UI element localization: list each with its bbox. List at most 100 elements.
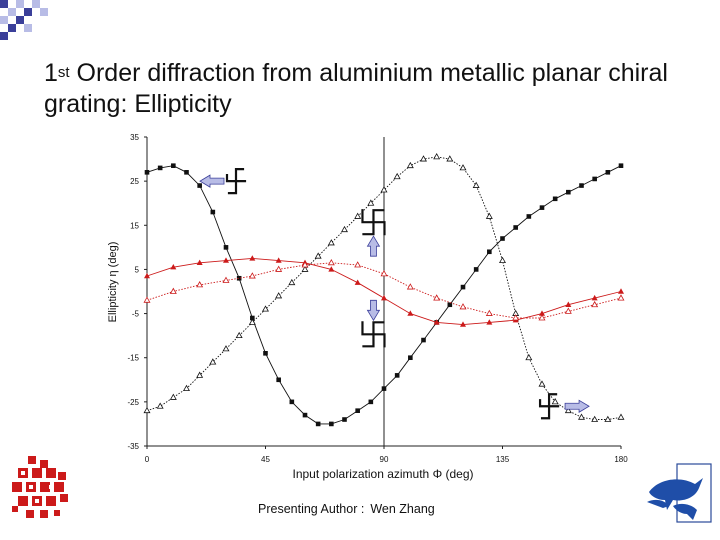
- data-point: [289, 399, 295, 405]
- data-point: [433, 294, 441, 301]
- data-point: [421, 337, 426, 343]
- data-point: [171, 163, 176, 168]
- data-point: [459, 303, 467, 310]
- data-point: [222, 345, 230, 352]
- data-point: [354, 279, 361, 285]
- data-point: [500, 236, 505, 241]
- data-point: [512, 314, 520, 321]
- data-point: [143, 296, 151, 303]
- series-1: [144, 163, 624, 427]
- annotation-arrow-down: [361, 299, 386, 348]
- data-point: [143, 406, 151, 414]
- data-point: [513, 225, 518, 230]
- series-4: [143, 258, 625, 321]
- data-point: [327, 258, 335, 266]
- data-point: [459, 164, 467, 171]
- chart-annotations: [199, 168, 590, 420]
- data-point: [485, 309, 493, 316]
- data-point: [248, 318, 256, 325]
- data-point: [408, 355, 413, 361]
- data-point: [156, 402, 164, 409]
- data-point: [249, 255, 256, 261]
- data-point: [381, 294, 387, 301]
- data-point: [276, 377, 281, 383]
- chiral-motif-icon: [538, 393, 560, 420]
- data-point: [222, 276, 230, 283]
- data-point: [196, 371, 204, 378]
- data-point: [565, 301, 572, 307]
- data-point: [499, 256, 506, 264]
- data-point: [564, 406, 572, 414]
- data-point: [354, 261, 362, 268]
- annotation-arrow-left: [199, 168, 247, 195]
- data-point: [169, 393, 177, 400]
- data-point: [275, 265, 283, 272]
- data-point: [342, 417, 347, 422]
- data-point: [460, 284, 466, 290]
- data-point: [539, 310, 545, 316]
- data-point: [250, 315, 255, 321]
- data-point: [144, 170, 150, 175]
- data-point: [144, 272, 150, 279]
- data-point: [381, 386, 387, 391]
- chiral-motif-icon: [361, 209, 386, 236]
- data-point: [157, 165, 163, 171]
- data-point: [248, 272, 256, 279]
- y-tick-label: 15: [130, 221, 139, 230]
- data-point: [170, 264, 177, 270]
- data-point: [551, 398, 559, 405]
- data-point: [420, 155, 427, 162]
- data-point: [538, 314, 546, 321]
- data-point: [433, 153, 441, 160]
- data-point: [314, 252, 322, 259]
- data-point: [380, 186, 388, 193]
- data-point: [301, 261, 309, 268]
- y-tick-label: -5: [132, 310, 140, 319]
- data-point: [236, 275, 242, 281]
- x-tick-label: 135: [496, 455, 510, 464]
- data-point: [472, 181, 480, 188]
- data-point: [235, 331, 243, 339]
- data-point: [552, 196, 558, 202]
- series-3: [144, 255, 624, 327]
- x-tick-label: 0: [145, 455, 150, 464]
- data-point: [394, 373, 400, 378]
- data-point: [539, 205, 545, 210]
- data-point: [460, 321, 466, 327]
- data-point: [617, 413, 625, 420]
- footer-label: Presenting Author :: [258, 502, 365, 516]
- data-point: [591, 300, 599, 308]
- arrow-icon: [564, 399, 590, 413]
- data-point: [184, 170, 189, 175]
- data-point: [263, 351, 268, 356]
- data-point: [487, 249, 492, 255]
- data-point: [315, 421, 321, 427]
- data-point: [406, 161, 414, 169]
- data-point: [566, 189, 571, 195]
- data-point: [617, 294, 625, 301]
- data-point: [223, 245, 229, 250]
- data-point: [605, 170, 611, 175]
- data-point: [538, 380, 546, 387]
- data-point: [355, 408, 360, 413]
- data-point: [406, 283, 414, 290]
- data-point: [618, 163, 624, 168]
- data-point: [446, 155, 454, 162]
- arrow-icon: [366, 299, 381, 322]
- data-point: [485, 212, 493, 219]
- footer-name: Wen Zhang: [370, 502, 435, 516]
- data-point: [604, 415, 612, 422]
- motif-strokes: [361, 321, 386, 348]
- chiral-motif-icon: [361, 321, 386, 348]
- data-point: [473, 267, 479, 272]
- x-tick-label: 90: [380, 455, 389, 464]
- data-point: [380, 270, 388, 277]
- data-point: [196, 259, 203, 266]
- y-tick-label: 35: [130, 133, 139, 142]
- university-logo: [12, 456, 68, 518]
- data-point: [578, 413, 585, 420]
- data-point: [591, 294, 598, 301]
- data-point: [526, 214, 532, 219]
- data-point: [196, 281, 204, 288]
